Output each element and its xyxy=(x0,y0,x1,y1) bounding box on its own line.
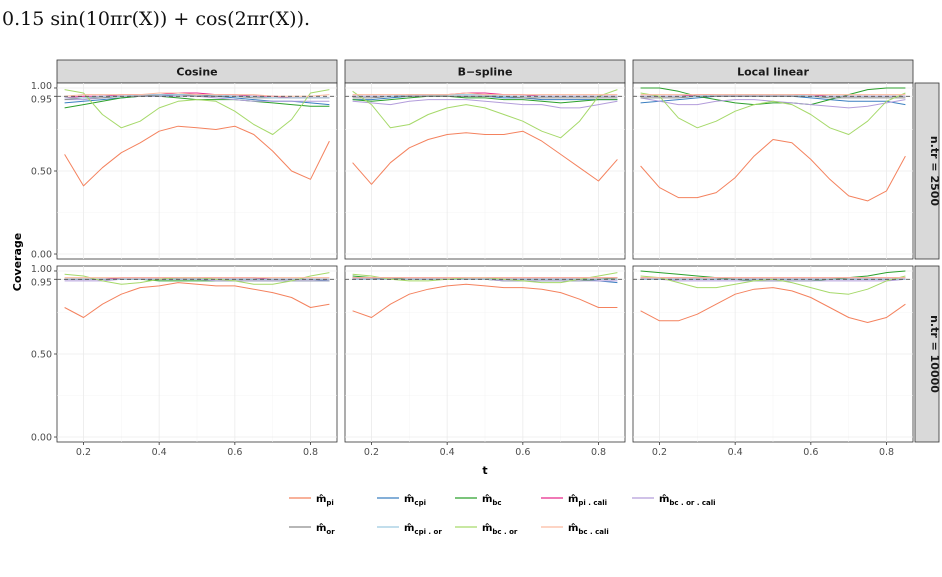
series-line-bc_or xyxy=(640,92,906,135)
series-line-pi xyxy=(352,283,618,318)
row-strip-1 xyxy=(914,265,940,443)
x-tick-label: 0.6 xyxy=(803,447,818,458)
legend-label: m̂pi xyxy=(316,493,334,507)
x-tick-label: 0.8 xyxy=(303,447,318,458)
series-line-bc_cali xyxy=(352,92,618,96)
legend-item-bc_or_cali: m̂bc . or . cali xyxy=(632,493,716,507)
x-tick-label: 0.2 xyxy=(76,447,91,458)
legend-label: m̂bc . or xyxy=(482,522,518,536)
y-tick-label: 0.95 xyxy=(31,94,52,105)
legend-item-bc_or: m̂bc . or xyxy=(455,522,518,536)
row-label-0: n.tr = 2500 xyxy=(928,136,941,207)
legend-label: m̂bc . cali xyxy=(568,522,609,536)
y-tick-label: 0.95 xyxy=(31,277,52,288)
legend-item-bc: m̂bc xyxy=(455,493,502,507)
x-tick-label: 0.6 xyxy=(515,447,530,458)
x-tick-label: 0.4 xyxy=(152,447,167,458)
panel-1-1 xyxy=(344,265,626,443)
series-line-bc_or xyxy=(64,89,330,135)
panel-0-2 xyxy=(632,82,914,260)
panel-1-0 xyxy=(56,265,338,443)
series-line-bc_cali xyxy=(64,92,330,97)
y-tick-label: 0.50 xyxy=(31,167,52,178)
series-line-bc_or_cali xyxy=(352,99,618,109)
legend-label: m̂cpi xyxy=(404,493,426,507)
y-tick-label: 1.00 xyxy=(31,264,52,275)
legend-label: m̂or xyxy=(316,522,335,536)
legend-item-cpi_or: m̂cpi . or xyxy=(377,522,442,536)
panel-1-2 xyxy=(632,265,914,443)
y-tick-label: 0.00 xyxy=(31,433,52,444)
x-tick-label: 0.2 xyxy=(364,447,379,458)
series-line-bc xyxy=(352,95,618,104)
series-line-pi_cali xyxy=(64,92,330,99)
facet-label-2: Local linear xyxy=(737,66,809,79)
x-axis-title: t xyxy=(482,464,487,477)
series-line-pi xyxy=(64,282,330,318)
legend-item-or: m̂or xyxy=(289,522,335,536)
y-tick-label: 1.00 xyxy=(31,81,52,92)
series-line-pi xyxy=(640,287,906,323)
legend-label: m̂bc xyxy=(482,493,502,507)
legend-item-pi: m̂pi xyxy=(289,493,334,507)
legend-label: m̂pi . cali xyxy=(568,493,607,507)
legend-item-cpi: m̂cpi xyxy=(377,493,426,507)
legend-item-bc_cali: m̂bc . cali xyxy=(541,522,609,536)
legend-label: m̂cpi . or xyxy=(404,522,442,536)
series-line-bc_or_cali xyxy=(640,278,906,282)
series-line-bc_or xyxy=(352,89,618,139)
x-tick-label: 0.4 xyxy=(728,447,743,458)
panel-0-1 xyxy=(344,82,626,260)
panel-0-0 xyxy=(56,82,338,260)
figure-caption: 0.15 sin(10πr(X)) + cos(2πr(X)). xyxy=(0,0,942,40)
x-tick-label: 0.4 xyxy=(440,447,455,458)
x-tick-label: 0.2 xyxy=(652,447,667,458)
series-line-pi xyxy=(352,130,618,185)
y-axis-title: Coverage xyxy=(11,233,24,291)
row-label-1: n.tr = 10000 xyxy=(928,315,941,393)
facet-label-1: B−spline xyxy=(458,66,513,79)
legend-label: m̂bc . or . cali xyxy=(659,493,716,507)
series-line-bc xyxy=(640,87,906,106)
y-tick-label: 0.00 xyxy=(31,250,52,261)
caption-formula: 0.15 sin(10πr(X)) + cos(2πr(X)). xyxy=(2,8,311,30)
legend-item-pi_cali: m̂pi . cali xyxy=(541,493,607,507)
facet-label-0: Cosine xyxy=(176,66,217,79)
series-line-pi xyxy=(640,139,906,202)
series-line-pi xyxy=(64,125,330,187)
x-tick-label: 0.6 xyxy=(227,447,242,458)
row-strip-0 xyxy=(914,82,940,260)
x-tick-label: 0.8 xyxy=(879,447,894,458)
x-tick-label: 0.8 xyxy=(591,447,606,458)
y-tick-label: 0.50 xyxy=(31,350,52,361)
